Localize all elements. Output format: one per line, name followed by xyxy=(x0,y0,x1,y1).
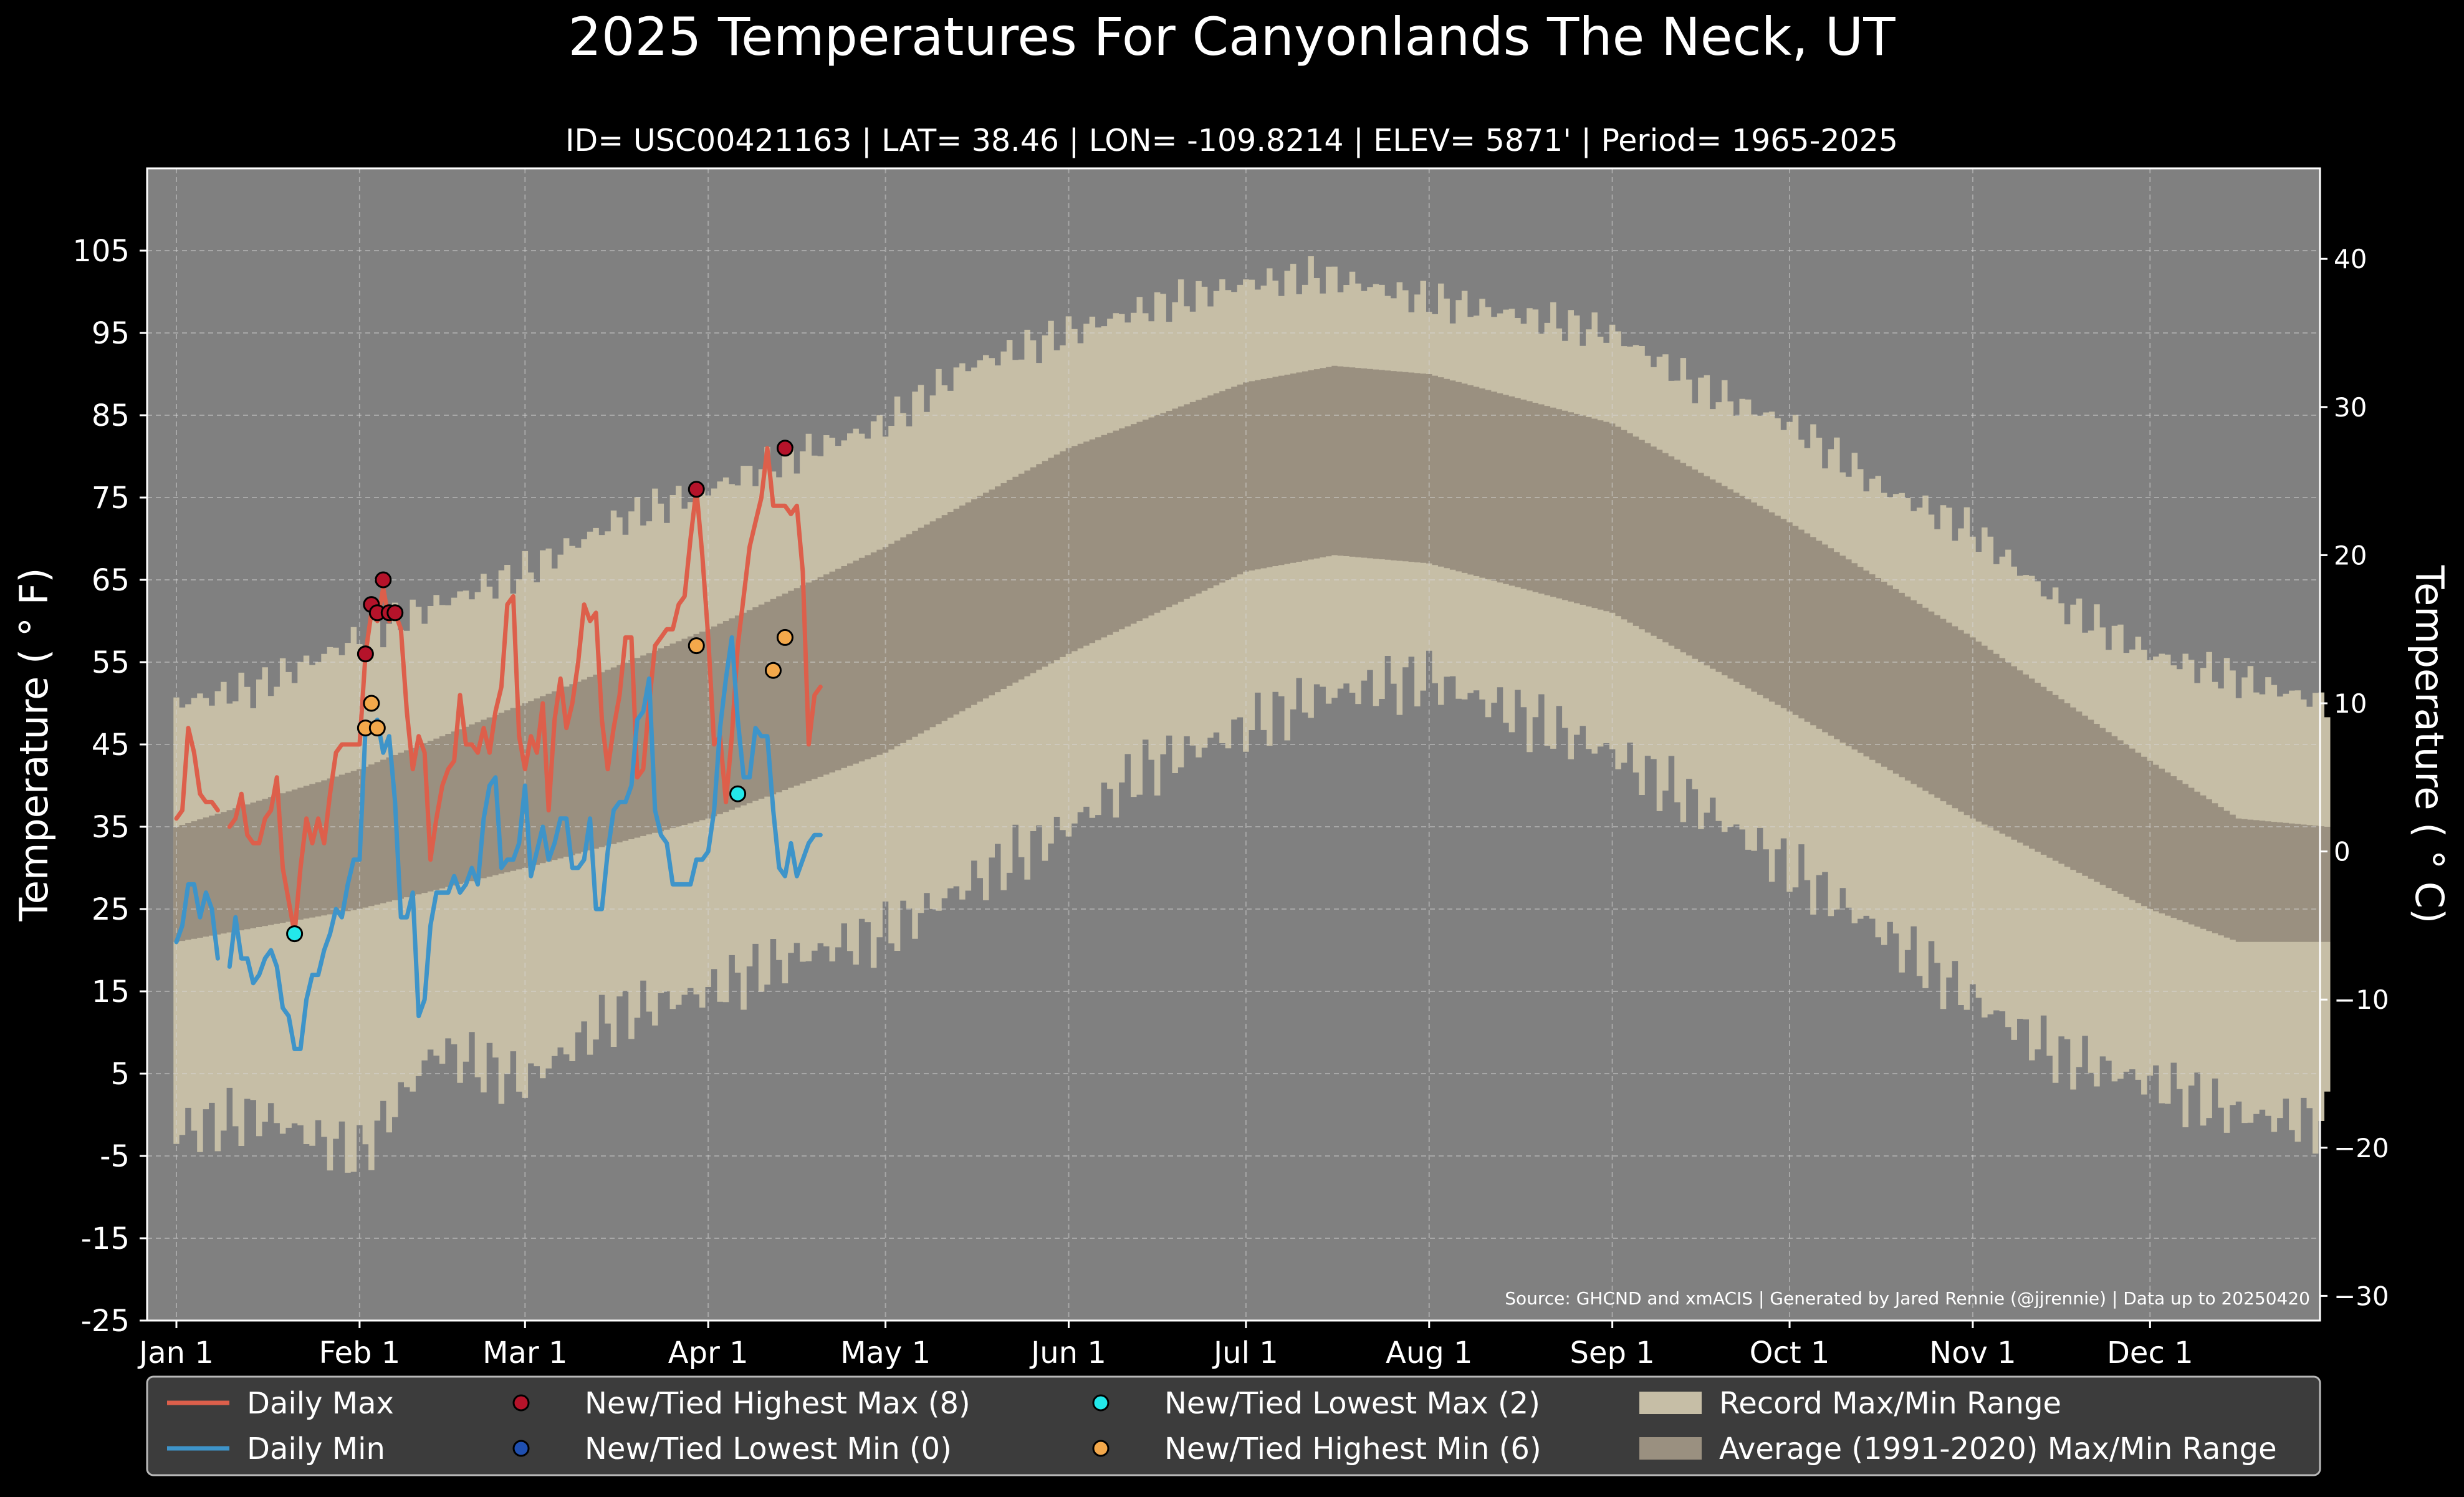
y-tick-label: -25 xyxy=(81,1304,130,1339)
legend-dot-swatch xyxy=(1092,1440,1110,1457)
y-tick-label: 75 xyxy=(92,481,130,516)
legend-box xyxy=(146,1375,2321,1476)
y-tick-label: -15 xyxy=(81,1221,130,1256)
legend-dot-swatch xyxy=(1092,1394,1110,1412)
y-right-tick-label: 40 xyxy=(2334,244,2367,274)
legend-dot-swatch xyxy=(512,1394,530,1412)
chart-title: 2025 Temperatures For Canyonlands The Ne… xyxy=(568,6,1896,67)
y-tick-label: 15 xyxy=(92,975,130,1009)
x-tick-label: Sep 1 xyxy=(1570,1336,1655,1370)
y-axis-right: 40 30 20 10 0 −10 −20 −30 xyxy=(2320,244,2389,1311)
y-tick-label: 25 xyxy=(92,892,130,927)
record-point-high-min xyxy=(363,695,380,712)
record-point-low-max xyxy=(286,925,304,943)
legend-patch-swatch xyxy=(1639,1437,1702,1460)
y-tick-label: -5 xyxy=(100,1139,130,1174)
x-tick-label: Jul 1 xyxy=(1212,1336,1278,1370)
record-range-band xyxy=(173,256,2331,1173)
record-point-low-max xyxy=(729,785,747,802)
y-tick-label: 5 xyxy=(110,1057,130,1092)
record-point-high-min xyxy=(776,628,793,646)
normal-range-band xyxy=(173,365,2331,942)
y-tick-label: 45 xyxy=(92,728,130,763)
y-tick-label: 95 xyxy=(92,316,130,351)
record-point-high-max xyxy=(776,440,793,457)
x-tick-label: Nov 1 xyxy=(1929,1336,2016,1370)
legend-label: Daily Min xyxy=(247,1432,385,1466)
record-point-high-max xyxy=(357,645,374,663)
daily-max-line xyxy=(174,446,823,936)
y-right-tick-label: −30 xyxy=(2334,1281,2389,1311)
record-point-high-min xyxy=(764,662,782,679)
x-tick-label: Apr 1 xyxy=(668,1336,749,1370)
legend-label: New/Tied Highest Max (8) xyxy=(585,1386,971,1421)
daily-series xyxy=(174,446,823,1051)
legend-label: Average (1991-2020) Max/Min Range xyxy=(1719,1432,2277,1466)
x-tick-label: Jan 1 xyxy=(137,1336,214,1370)
x-axis: Jan 1 Feb 1 Mar 1 Apr 1 May 1 Jun 1 Jul 1 Aug 1… xyxy=(137,1321,2193,1370)
record-points xyxy=(286,440,793,943)
chart-subtitle: ID= USC00421163 | LAT= 38.46 | LON= -109… xyxy=(565,123,1898,158)
y-right-tick-label: −20 xyxy=(2334,1133,2389,1163)
legend-patch-swatch xyxy=(1639,1392,1702,1414)
y-right-tick-label: 30 xyxy=(2334,392,2367,423)
x-tick-label: May 1 xyxy=(840,1336,931,1370)
y-axis-left-label: Temperature ( ° F) xyxy=(11,568,57,922)
y-tick-label: 105 xyxy=(72,234,130,269)
x-tick-label: Jun 1 xyxy=(1029,1336,1106,1370)
x-tick-label: Mar 1 xyxy=(482,1336,567,1370)
record-point-high-max xyxy=(375,571,392,589)
x-tick-label: Oct 1 xyxy=(1750,1336,1830,1370)
source-note: Source: GHCND and xmACIS | Generated by … xyxy=(1505,1288,2310,1309)
x-tick-label: Aug 1 xyxy=(1386,1336,1473,1370)
legend-label: New/Tied Lowest Max (2) xyxy=(1164,1386,1540,1421)
legend: Daily Max Daily Min New/Tied Highest Max (… xyxy=(146,1375,2321,1476)
y-axis-left: 105 95 85 75 65 55 45 35 25 15 5 -5 -15 -25 xyxy=(72,234,147,1339)
y-tick-label: 55 xyxy=(92,645,130,680)
y-right-tick-label: 0 xyxy=(2334,837,2351,867)
y-tick-label: 85 xyxy=(92,398,130,433)
y-axis-right-label: Temperature ( ° C) xyxy=(2407,565,2452,924)
legend-label: Daily Max xyxy=(247,1386,394,1421)
x-tick-label: Dec 1 xyxy=(2107,1336,2193,1370)
y-tick-label: 65 xyxy=(92,563,130,598)
legend-label: Record Max/Min Range xyxy=(1719,1386,2061,1421)
y-right-tick-label: 10 xyxy=(2334,688,2367,719)
climatology-bands xyxy=(173,256,2331,1173)
y-right-tick-label: −10 xyxy=(2334,984,2389,1015)
legend-label: New/Tied Highest Min (6) xyxy=(1164,1432,1541,1466)
legend-label: New/Tied Lowest Min (0) xyxy=(585,1432,952,1466)
y-right-tick-label: 20 xyxy=(2334,540,2367,570)
y-tick-label: 35 xyxy=(92,810,130,845)
legend-dot-swatch xyxy=(512,1440,530,1457)
record-point-high-min xyxy=(688,637,705,655)
record-point-high-max xyxy=(386,604,404,622)
x-tick-label: Feb 1 xyxy=(319,1336,400,1370)
record-point-high-max xyxy=(688,481,705,498)
record-point-high-min xyxy=(368,720,386,737)
daily-min-line xyxy=(174,635,823,1051)
